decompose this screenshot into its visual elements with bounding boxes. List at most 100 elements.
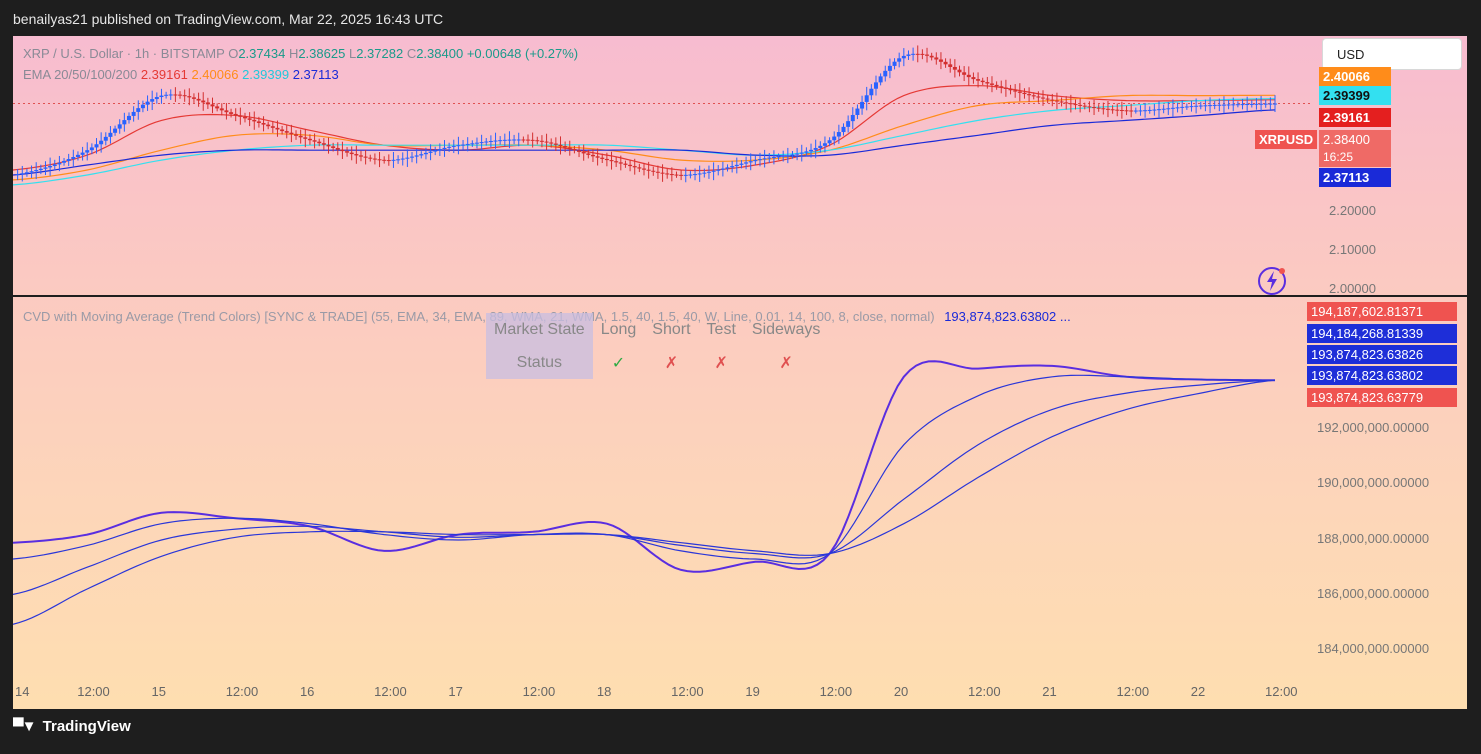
candle-body [307,138,312,141]
candle-body [581,151,586,154]
candle-body [549,142,554,144]
candle-body [1157,109,1162,111]
candle-body [159,95,164,98]
candle-body [934,57,939,60]
candle-body [1129,110,1134,112]
candle-body [303,137,308,139]
candle-body [526,139,531,141]
candle-body [669,174,674,176]
candle-body [665,173,670,175]
candle-body [813,148,818,150]
candle-body [48,165,53,168]
time-axis-label: 16 [299,684,315,699]
candle-body [1189,106,1194,108]
market-state-table: Market State Long Short Test Sideways St… [486,313,828,379]
candle-body [730,166,735,168]
candle-body [1152,109,1157,111]
last-price-tag: 2.38400 [1319,130,1391,149]
tradingview-mark-icon: ▀▼ [13,718,37,735]
candle-body [201,100,206,103]
symbol-tag: XRPUSD [1255,130,1317,149]
candle-body [474,142,479,144]
candle-body [660,172,665,174]
currency-button[interactable]: USD [1322,38,1462,70]
candle-body [80,152,85,155]
candle-body [1254,103,1259,105]
time-axis-label: 12:00 [671,684,704,699]
candle-body [609,160,614,162]
time-axis-label: 12:00 [522,684,556,699]
time-axis-label: 12:00 [1116,684,1150,699]
candle-body [1208,105,1213,107]
time-axis-label: 12:00 [819,684,853,699]
candle-body [391,159,396,161]
candle-body [521,139,526,141]
candle-body [938,59,943,62]
ema100-price-tag: 2.39399 [1319,86,1391,105]
cvd-legend-value: 193,874,823.63802 ... [944,309,1071,324]
candle-body [850,114,855,122]
candle-body [892,61,897,66]
candle-body [1115,109,1120,111]
cvd-axis-label: 186,000,000.00000 [1317,586,1430,601]
candle-body [563,146,568,148]
candle-body [1221,104,1226,106]
candle-body [586,153,591,155]
candle-body [1017,91,1022,93]
candle-body [140,104,145,109]
candle-body [1078,104,1083,106]
candle-body [530,139,535,141]
cvd-legend[interactable]: CVD with Moving Average (Trend Colors) [… [23,309,1071,324]
candle-body [855,108,860,115]
candle-body [706,171,711,173]
candle-body [57,162,62,165]
candle-body [999,86,1004,88]
candle-body [604,158,609,161]
tradingview-logo[interactable]: ▀▼ TradingView [13,718,131,735]
long-header: Long [600,320,637,338]
ohlc-close-value: 2.38400 [416,46,464,61]
chart-frame[interactable]: XRP / U.S. Dollar · 1h · BITSTAMP O2.374… [13,36,1467,709]
ema-legend[interactable]: EMA 20/50/100/200 2.39161 2.40066 2.3939… [23,67,339,82]
pane-divider[interactable] [13,295,1467,297]
candle-body [386,160,391,162]
candle-body [145,101,150,105]
candle-body [113,128,118,133]
candle-body [1041,97,1046,99]
candle-body [915,53,920,55]
candle-body [614,161,619,163]
cvd-value-tag: 193,874,823.63779 [1307,388,1457,407]
chart-canvas[interactable] [13,36,1467,709]
candle-body [94,144,99,148]
candle-body [948,64,953,67]
candle-body [827,140,832,144]
time-axis-label: 22 [1190,684,1206,699]
candle-body [154,97,159,100]
candle-body [1045,98,1050,100]
lightning-snapshot-icon[interactable] [1255,264,1289,298]
cvd-value-tag: 194,184,268.81339 [1307,324,1457,343]
candle-body [85,150,90,153]
symbol-legend[interactable]: XRP / U.S. Dollar · 1h · BITSTAMP O2.374… [23,46,578,61]
candle-body [873,82,878,89]
countdown-tag: 16:25 [1319,148,1391,167]
ema20-price-tag: 2.39161 [1319,108,1391,127]
candle-body [577,150,582,152]
candle-body [725,167,730,169]
test-header: Test [706,320,736,338]
candle-body [507,139,512,141]
ohlc-close-label: C [406,46,417,61]
candle-body [178,94,183,96]
candle-body [498,140,503,142]
candle-body [590,154,595,157]
candle-body [781,155,786,157]
candle-body [335,147,340,150]
candle-body [1180,106,1185,108]
candle-body [1110,109,1115,111]
candle-body [1217,104,1222,106]
candle-body [89,147,94,151]
candle-body [52,164,57,166]
time-axis-label: 19 [745,684,760,699]
candle-body [1008,88,1013,91]
candle-body [864,95,869,102]
